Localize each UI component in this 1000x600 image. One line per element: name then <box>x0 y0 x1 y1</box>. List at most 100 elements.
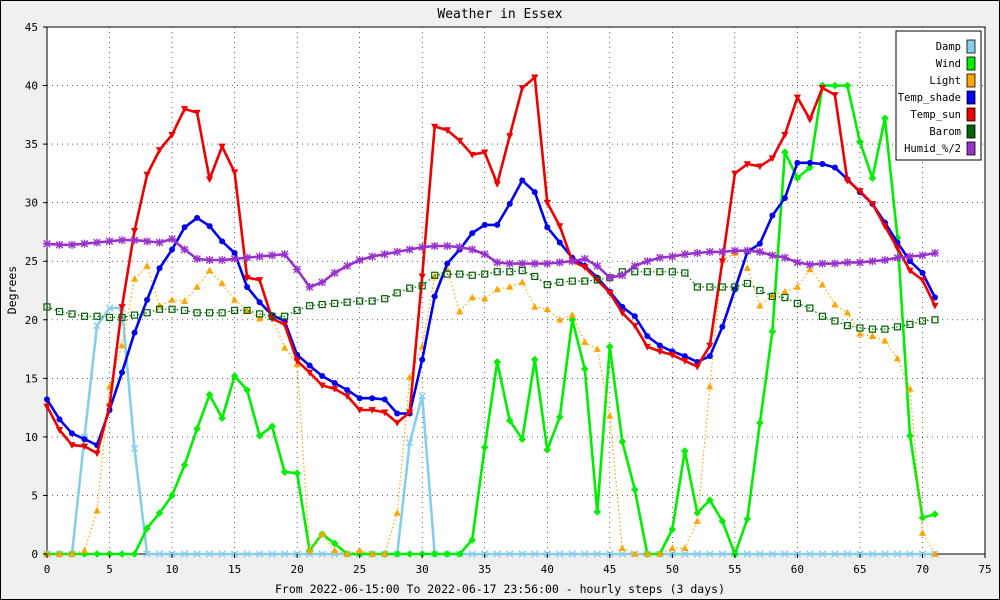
data-point-barom <box>231 306 239 315</box>
data-point-light <box>506 283 514 290</box>
data-point-light <box>668 544 676 551</box>
data-point-humid-2 <box>218 256 227 265</box>
data-point-barom <box>731 283 739 291</box>
data-point-temp-sun <box>55 427 64 434</box>
data-point-temp-shade <box>381 396 388 403</box>
data-point-wind <box>405 550 414 558</box>
data-point-wind <box>93 550 101 558</box>
data-point-humid-2 <box>930 249 939 258</box>
data-point-light <box>368 550 376 557</box>
data-point-temp-shade <box>706 353 713 360</box>
data-point-humid-2 <box>893 253 902 262</box>
data-point-humid-2 <box>780 253 789 262</box>
data-point-temp-shade <box>219 238 226 245</box>
data-point-humid-2 <box>355 256 364 265</box>
data-point-temp-sun <box>906 267 914 275</box>
data-point-temp-shade <box>631 313 638 320</box>
data-point-light <box>843 308 852 316</box>
data-point-light <box>693 517 701 525</box>
data-point-wind <box>243 386 251 394</box>
data-point-barom <box>443 270 451 278</box>
data-point-humid-2 <box>43 239 51 248</box>
data-point-light <box>356 546 364 554</box>
data-point-wind <box>205 390 214 399</box>
data-point-damp <box>781 550 789 558</box>
data-point-humid-2 <box>855 258 864 267</box>
data-point-temp-sun <box>381 409 389 417</box>
legend: Damp Wind Light Temp_shade Temp_sun Barom Humi… <box>895 30 982 161</box>
data-point-temp-sun <box>556 223 564 230</box>
data-point-wind <box>230 372 239 380</box>
data-point-humid-2 <box>580 254 589 263</box>
data-point-temp-sun <box>218 143 226 151</box>
data-point-light <box>205 266 214 274</box>
data-point-humid-2 <box>68 240 77 249</box>
data-point-light <box>831 300 839 308</box>
data-point-wind <box>580 365 589 373</box>
data-point-temp-sun <box>193 109 201 117</box>
x-tick-label: 25 <box>353 563 366 576</box>
data-point-damp <box>580 550 589 558</box>
data-point-temp-sun <box>793 94 801 102</box>
data-point-humid-2 <box>693 249 702 258</box>
data-point-barom <box>531 272 539 281</box>
data-point-humid-2 <box>618 271 627 280</box>
data-point-damp <box>155 550 164 558</box>
data-point-wind <box>718 517 727 526</box>
data-point-damp <box>255 550 264 558</box>
data-point-temp-sun <box>418 273 426 281</box>
y-tick-label: 40 <box>25 80 38 93</box>
data-point-damp <box>831 550 839 558</box>
data-point-barom <box>93 312 101 320</box>
data-point-humid-2 <box>705 247 714 256</box>
data-point-temp-shade <box>56 416 63 423</box>
data-point-barom <box>843 322 852 330</box>
legend-swatch-damp <box>966 39 976 54</box>
data-point-wind <box>555 413 564 421</box>
data-point-humid-2 <box>255 252 264 261</box>
data-point-barom <box>356 297 364 305</box>
data-point-temp-shade <box>556 239 563 246</box>
data-point-wind <box>218 414 226 422</box>
x-tick-label: 30 <box>416 563 429 576</box>
data-point-damp <box>218 550 226 558</box>
data-point-barom <box>856 324 864 332</box>
data-point-temp-sun <box>118 304 126 311</box>
data-point-damp <box>756 550 764 558</box>
legend-label-temp-shade: Temp_shade <box>898 92 961 104</box>
data-point-wind <box>831 81 839 90</box>
data-point-humid-2 <box>655 253 664 262</box>
data-point-temp-sun <box>93 450 101 458</box>
data-point-light <box>318 530 326 537</box>
data-point-damp <box>530 550 539 558</box>
data-point-barom <box>718 283 726 291</box>
data-point-temp-sun <box>781 131 789 139</box>
data-point-barom <box>918 317 927 325</box>
data-point-light <box>531 303 539 310</box>
data-point-temp-shade <box>206 223 213 230</box>
data-point-light <box>643 550 651 557</box>
data-point-humid-2 <box>830 259 839 268</box>
x-tick-label: 70 <box>916 563 929 576</box>
legend-swatch-wind <box>966 56 976 71</box>
data-point-temp-sun <box>831 92 839 99</box>
data-point-barom <box>243 306 251 315</box>
data-point-temp-sun <box>68 442 76 449</box>
data-point-humid-2 <box>405 245 414 254</box>
data-point-wind <box>756 419 764 427</box>
data-point-temp-shade <box>806 159 813 166</box>
y-tick-label: 15 <box>25 372 38 385</box>
data-point-light <box>656 550 664 557</box>
data-point-damp <box>318 550 326 558</box>
data-point-barom <box>506 268 514 276</box>
data-point-light <box>543 305 551 313</box>
series-layer <box>43 74 939 558</box>
data-point-light <box>93 506 101 514</box>
data-point-humid-2 <box>793 258 802 267</box>
y-tick-label: 20 <box>25 314 38 327</box>
data-point-humid-2 <box>555 258 564 267</box>
data-point-barom <box>293 306 301 315</box>
data-point-temp-sun <box>443 127 451 134</box>
chart-title: Weather in Essex <box>437 7 562 22</box>
data-point-light <box>80 546 89 554</box>
